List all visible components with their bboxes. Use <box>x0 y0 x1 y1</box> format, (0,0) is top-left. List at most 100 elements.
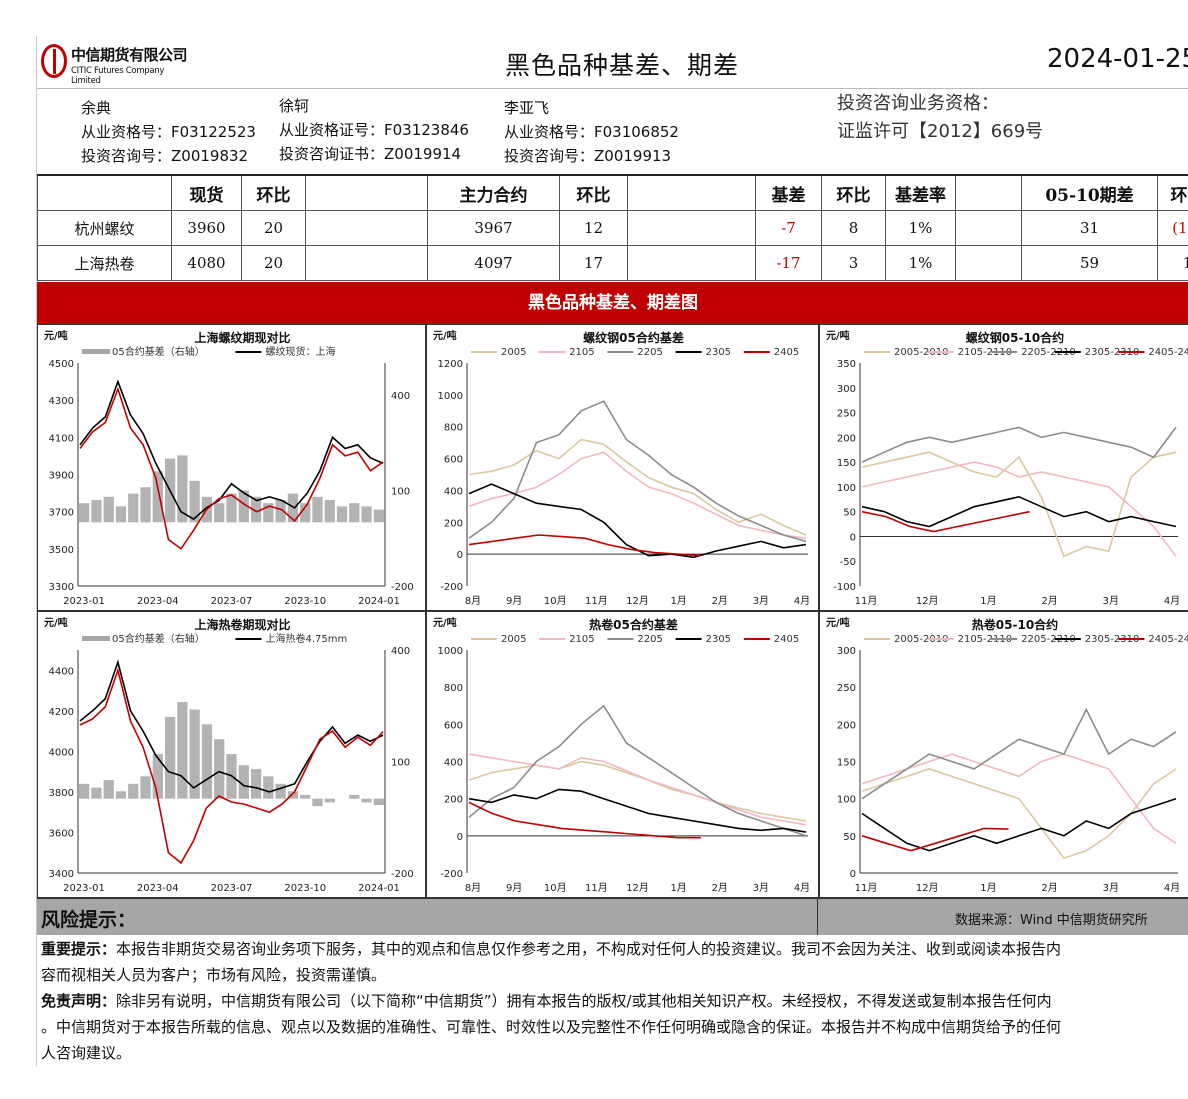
y-tick-label: 50 <box>843 832 856 843</box>
basis-rate: 1% <box>885 245 956 281</box>
table-header: 基差率 <box>885 174 956 211</box>
chart-title: 螺纹钢05-10合约 <box>966 330 1064 345</box>
y-unit-label: 元/吨 <box>433 616 457 629</box>
x-tick-label: 2月 <box>1041 882 1057 894</box>
disclaimer-note-cont: 。中信期货对于本报告所载的信息、观点以及数据的准确性、可靠性、时效性以及完整性不… <box>41 1018 1062 1036</box>
basis-bar <box>128 493 139 523</box>
y-tick-label: -100 <box>833 582 856 593</box>
main-contract: 4097 <box>427 245 560 281</box>
basis-bar <box>115 506 127 523</box>
basis-bar <box>226 493 237 523</box>
basis-bar <box>287 493 299 523</box>
y2-tick-label: -200 <box>391 582 414 593</box>
x-tick-label: 12月 <box>626 882 649 894</box>
basis-bar <box>214 739 225 799</box>
basis-bar <box>79 783 90 799</box>
x-tick-label: 2023-10 <box>284 596 326 607</box>
risk-label: 风险提示： <box>41 909 137 931</box>
x-tick-label: 9月 <box>506 595 522 607</box>
basis-rate: 1% <box>885 210 956 246</box>
qualification-line: 投资咨询业务资格： <box>837 93 999 114</box>
basis-bar <box>361 506 372 523</box>
y-tick-label: 200 <box>444 795 463 806</box>
series-line <box>468 451 807 539</box>
basis-bar <box>164 716 176 799</box>
basis-bar <box>177 455 188 523</box>
y-tick-label: 4300 <box>49 396 74 407</box>
important-note-cont: 容而视相关人员为客户；市场有风险，投资需谨慎。 <box>41 966 387 984</box>
basis-change: 8 <box>821 210 886 246</box>
spot-price: 3960 <box>171 210 242 246</box>
legend-label: 05合约基差（右轴） <box>112 632 205 645</box>
qualification-line: 证监许可【2012】669号 <box>837 121 1044 142</box>
basis-bar <box>324 499 335 523</box>
legend-label: 2005-2010 <box>894 347 949 358</box>
report-page: 中信期货有限公司 CITIC Futures Company Limited 黑… <box>36 36 1188 1066</box>
analyst-panel: 余典 从业资格号：F03122523 投资咨询号：Z0019832 徐轲 从业资… <box>37 88 1188 175</box>
basis-bar <box>275 783 286 799</box>
analyst-cert: 从业资格证号：F03123846 <box>279 121 469 139</box>
basis-bar <box>300 503 311 523</box>
basis-bar <box>263 776 274 799</box>
analyst-cert: 从业资格号：F03106852 <box>504 123 679 141</box>
basis-bar <box>312 798 323 807</box>
legend-label: 2005 <box>501 347 526 358</box>
main-change: 12 <box>559 210 628 246</box>
x-tick-label: 2023-01 <box>63 596 105 607</box>
x-tick-label: 12月 <box>916 882 939 894</box>
rebar-05-10-spread-chart: 螺纹钢05-10合约 元/吨 2005-2010 2105-2110 2205-2210… <box>826 329 1188 607</box>
legend-label: 2105 <box>569 347 594 358</box>
qualification: 投资咨询业务资格： 证监许可【2012】669号 <box>837 90 1043 146</box>
y-unit-label: 元/吨 <box>826 329 850 342</box>
analyst-name: 徐轲 <box>279 97 310 115</box>
x-tick-label: 11月 <box>855 882 878 894</box>
y-tick-label: 4200 <box>49 707 74 718</box>
y-tick-label: 0 <box>850 869 856 880</box>
series-line <box>468 753 807 826</box>
empty-cell <box>305 245 428 281</box>
empty-cell <box>627 245 756 281</box>
y-tick-label: 50 <box>843 508 856 519</box>
series-line <box>861 797 1177 852</box>
disclaimer-text: 除非另有说明，中信期货有限公司（以下简称“中信期货”）拥有本报告的版权/或其他相… <box>116 992 1052 1010</box>
basis-bar <box>336 506 348 523</box>
y-tick-label: 4100 <box>49 433 74 444</box>
series-line <box>861 495 1177 528</box>
legend-label: 2405 <box>774 347 799 358</box>
basis-bar <box>300 794 311 799</box>
y-tick-label: 3400 <box>49 869 74 880</box>
x-tick-label: 1月 <box>670 882 686 894</box>
basis-bar <box>140 776 151 799</box>
y-tick-label: 150 <box>837 758 856 769</box>
x-tick-label: 2024-01 <box>358 596 400 607</box>
y-tick-label: 4000 <box>49 747 74 758</box>
x-tick-label: 2023-04 <box>137 883 179 894</box>
x-tick-label: 4月 <box>794 882 810 894</box>
basis-bar <box>177 702 188 799</box>
logo-en-text: CITIC Futures Company Limited <box>71 66 165 86</box>
spot-change: 20 <box>241 210 306 246</box>
y-tick-label: 0 <box>457 832 463 843</box>
basis-bar <box>349 794 360 799</box>
legend-swatch <box>82 636 110 641</box>
important-label: 重要提示： <box>41 940 117 958</box>
x-tick-label: 3月 <box>1103 882 1119 894</box>
disclaimer-notes: 重要提示：本报告非期货交易咨询业务项下服务，其中的观点和信息仅作参考之用，不构成… <box>41 936 1188 1066</box>
chart-cell: 热卷05合约基差 元/吨 2005 2105 2205 2305 2405 1000 800 60… <box>426 611 819 898</box>
hrc-spot-futures-chart: 上海热卷期现对比 元/吨 05合约基差（右轴） 上海热卷4.75mm 4400 4200 4… <box>44 616 414 894</box>
y2-tick-label: 400 <box>391 391 410 402</box>
basis-table: 现货 环比 主力合约 环比 基差 环比 基差率 05-10期差 环比 杭州螺纹 … <box>37 174 1188 281</box>
chart-cell: 螺纹钢05合约基差 元/吨 2005 2105 2205 2305 2405 1200 1000… <box>426 324 819 611</box>
spread: 31 <box>1021 210 1158 246</box>
rebar-spot-futures-chart: 上海螺纹期现对比 元/吨 05合约基差（右轴） 螺纹现货：上海 4500 4300 4100… <box>44 329 414 607</box>
table-header: 环比 <box>821 174 886 211</box>
legend-label: 2405 <box>774 634 799 645</box>
legend-label: 2105-2110 <box>958 347 1013 358</box>
basis-bar <box>263 503 274 523</box>
x-tick-label: 2024-01 <box>358 883 400 894</box>
y-tick-label: 4500 <box>49 359 74 370</box>
legend-label: 2205-2210 <box>1021 347 1076 358</box>
table-header: 环比 <box>1157 174 1188 211</box>
basis-bar <box>361 798 372 803</box>
basis-bar <box>275 499 286 523</box>
